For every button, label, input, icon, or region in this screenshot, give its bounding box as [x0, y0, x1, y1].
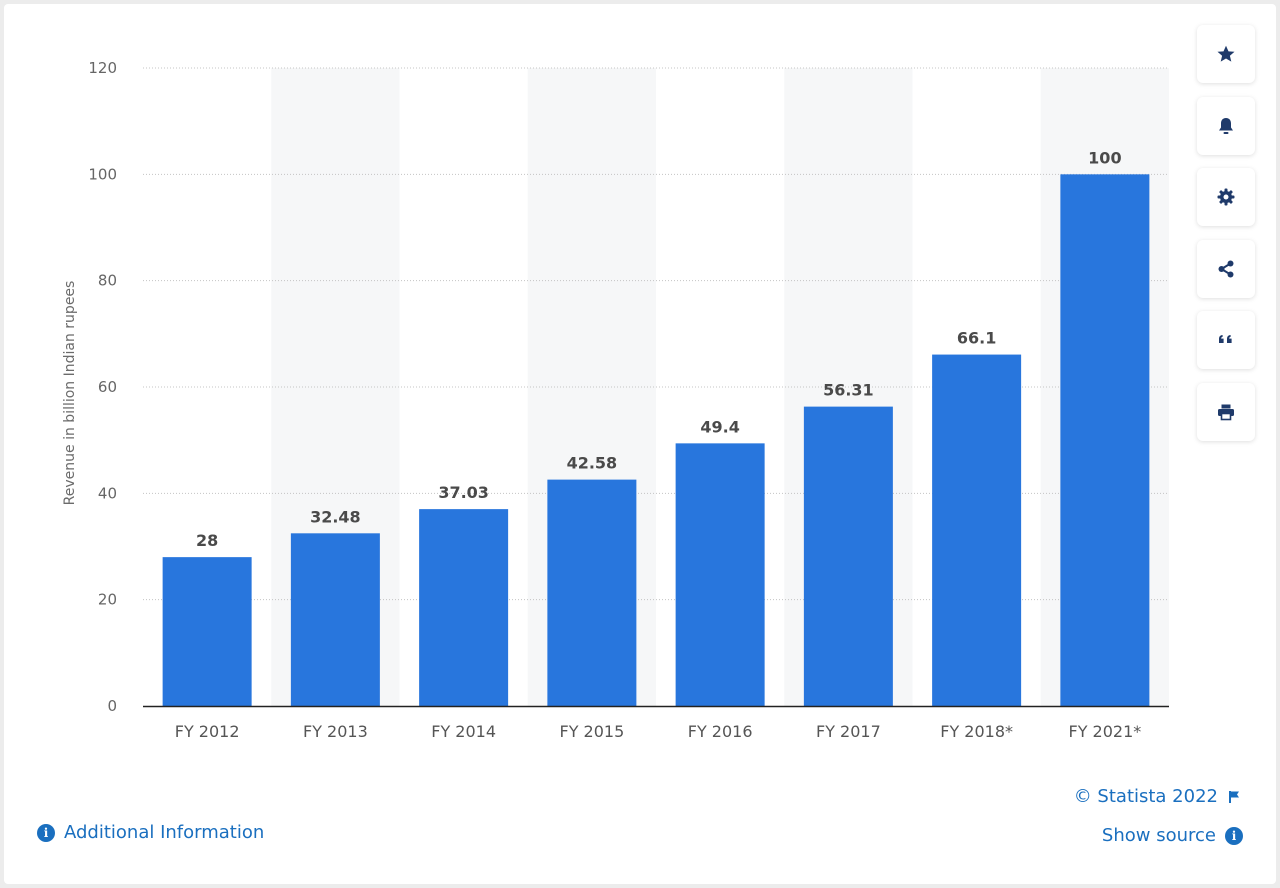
bar-chart: 0 20 40 60 80 100 120 28 FY 2012 32.48 FY 2013 37.0… — [88, 59, 1169, 741]
star-icon — [1217, 45, 1235, 62]
print-icon — [1218, 404, 1234, 420]
x-tick-label: FY 2015 — [559, 722, 624, 741]
x-tick-label: FY 2012 — [175, 722, 240, 741]
chart-toolbar — [1197, 25, 1255, 454]
show-source-text: Show source — [1101, 825, 1216, 846]
quote-icon — [1219, 335, 1232, 343]
bar — [419, 509, 509, 706]
y-tick-label: 40 — [98, 484, 117, 502]
y-tick-label: 0 — [107, 697, 117, 715]
chart-card: 0 20 40 60 80 100 120 28 FY 2012 32.48 FY 2013 37.0… — [4, 4, 1276, 884]
y-tick-label: 80 — [98, 272, 117, 290]
y-tick-label: 20 — [98, 591, 117, 609]
cite-button[interactable] — [1197, 311, 1255, 369]
x-tick-label: FY 2017 — [816, 722, 881, 741]
share-icon — [1218, 260, 1234, 277]
bar — [675, 443, 765, 706]
bar — [162, 557, 252, 706]
y-tick-label: 60 — [98, 378, 117, 396]
copyright-link[interactable]: © Statista 2022 — [1074, 786, 1240, 807]
favorite-button[interactable] — [1197, 25, 1255, 83]
y-tick-label: 120 — [88, 59, 117, 77]
notification-button[interactable] — [1197, 96, 1255, 155]
y-axis-title: Revenue in billion Indian rupees — [62, 280, 78, 506]
print-button[interactable] — [1197, 382, 1255, 441]
flag-icon — [1229, 790, 1239, 803]
x-tick-label: FY 2014 — [431, 722, 496, 741]
bar-value-label: 37.03 — [438, 483, 489, 502]
bar-value-label: 42.58 — [567, 454, 618, 473]
gear-icon — [1217, 188, 1235, 206]
bar-value-label: 66.1 — [957, 329, 996, 348]
x-tick-label: FY 2018* — [940, 722, 1013, 741]
x-tick-label: FY 2021* — [1068, 722, 1141, 741]
show-source-link[interactable]: Show source i — [1102, 825, 1243, 846]
x-tick-label: FY 2013 — [303, 722, 368, 741]
info-icon: i — [1225, 826, 1243, 845]
bar-value-label: 28 — [196, 531, 218, 550]
bell-icon — [1219, 117, 1233, 134]
x-tick-label: FY 2016 — [688, 722, 753, 741]
settings-button[interactable] — [1197, 168, 1255, 226]
bar — [803, 406, 893, 706]
bar — [932, 354, 1022, 706]
additional-information-text: Additional Information — [64, 822, 265, 843]
y-tick-label: 100 — [88, 165, 117, 183]
bar-value-label: 100 — [1088, 148, 1121, 167]
bar-value-label: 32.48 — [310, 507, 361, 526]
info-icon: i — [37, 823, 55, 842]
additional-information-link[interactable]: i Additional Information — [37, 822, 264, 843]
bar — [547, 479, 637, 706]
bar — [1060, 174, 1150, 707]
copyright-text: © Statista 2022 — [1073, 786, 1218, 807]
bar-value-label: 56.31 — [823, 381, 874, 400]
share-button[interactable] — [1197, 239, 1255, 298]
bar-value-label: 49.4 — [700, 417, 739, 436]
bar — [290, 533, 380, 706]
